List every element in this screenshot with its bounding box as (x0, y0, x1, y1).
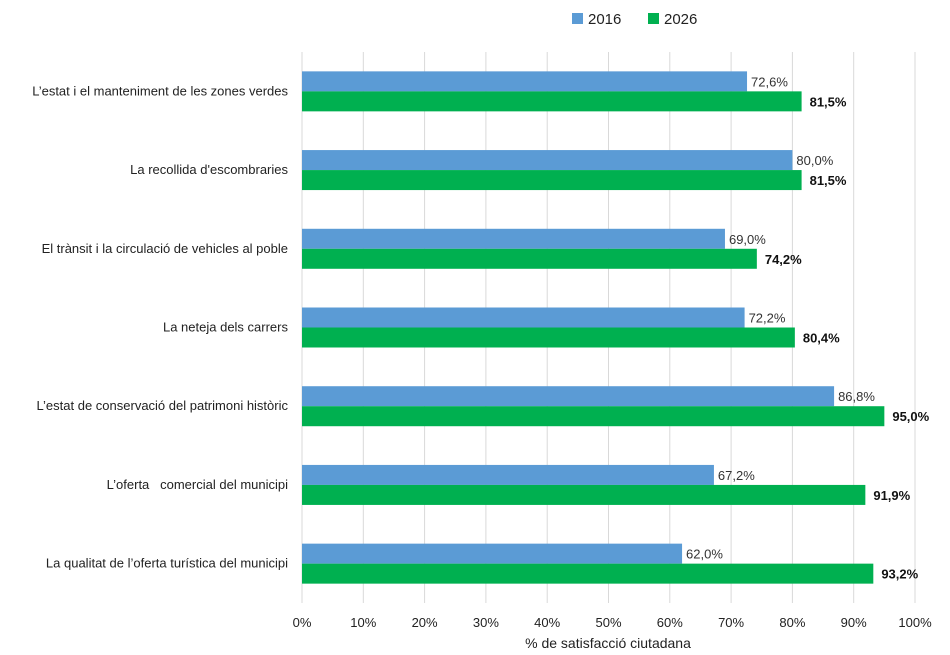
category-label: L’estat i el manteniment de les zones ve… (32, 83, 288, 98)
bar-2016 (302, 307, 745, 328)
data-label-2016: 80,0% (796, 153, 833, 168)
x-tick-label: 50% (595, 615, 621, 630)
data-label-2026: 81,5% (810, 94, 847, 109)
data-label-2026: 81,5% (810, 173, 847, 188)
category-label: L’oferta comercial del municipi (107, 477, 288, 492)
category-label: La recollida d'escombraries (130, 162, 288, 177)
x-tick-label: 80% (779, 615, 805, 630)
legend-label-2016: 2016 (588, 11, 621, 28)
bar-2016 (302, 71, 748, 92)
data-label-2016: 62,0% (686, 547, 723, 562)
data-label-2026: 91,9% (873, 488, 910, 503)
data-label-2016: 72,2% (749, 311, 786, 326)
data-label-2026: 93,2% (881, 567, 918, 582)
data-label-2016: 69,0% (729, 232, 766, 247)
data-label-2026: 95,0% (892, 409, 929, 424)
bar-2026 (302, 406, 885, 427)
bar-2026 (302, 484, 866, 505)
category-label: La neteja dels carrers (163, 320, 289, 335)
legend-swatch-2016 (572, 13, 583, 24)
x-tick-labels: 0% 10% 20% 30% 40% 50% 60% 70% 80% 90% 100% (293, 615, 932, 630)
data-label-2016: 72,6% (751, 74, 788, 89)
bar-2026 (302, 563, 874, 584)
bar-2016 (302, 150, 793, 171)
x-tick-label: 20% (412, 615, 438, 630)
bar-2016 (302, 543, 683, 564)
data-label-2026: 74,2% (765, 252, 802, 267)
bar-2026 (302, 170, 802, 191)
x-tick-label: 0% (293, 615, 312, 630)
bar-2016 (302, 386, 835, 407)
data-label-2016: 86,8% (838, 389, 875, 404)
data-label-2016: 67,2% (718, 468, 755, 483)
x-tick-label: 60% (657, 615, 683, 630)
bar-2016 (302, 464, 714, 485)
category-label: L’estat de conservació del patrimoni his… (37, 398, 289, 413)
x-tick-label: 30% (473, 615, 499, 630)
x-tick-label: 90% (841, 615, 867, 630)
category-label: La qualitat de l’oferta turística del mu… (46, 556, 288, 571)
x-tick-label: 70% (718, 615, 744, 630)
x-axis-title: % de satisfacció ciutadana (525, 635, 691, 651)
x-tick-label: 40% (534, 615, 560, 630)
bar-2016 (302, 228, 725, 249)
x-tick-label: 10% (350, 615, 376, 630)
legend-swatch-2026 (648, 13, 659, 24)
category-label: El trànsit i la circulació de vehicles a… (42, 241, 288, 256)
bars: 72,6% 81,5% 80,0% 81,5% 69,0% 74,2% 72,2% 80,4%… (302, 71, 930, 584)
category-labels: L’estat i el manteniment de les zones ve… (32, 83, 288, 570)
bar-2026 (302, 91, 802, 112)
bar-2026 (302, 248, 757, 269)
x-tick-label: 100% (898, 615, 932, 630)
bar-2026 (302, 327, 795, 348)
legend: 2016 2026 (572, 11, 697, 28)
legend-label-2026: 2026 (664, 11, 697, 28)
data-label-2026: 80,4% (803, 331, 840, 346)
